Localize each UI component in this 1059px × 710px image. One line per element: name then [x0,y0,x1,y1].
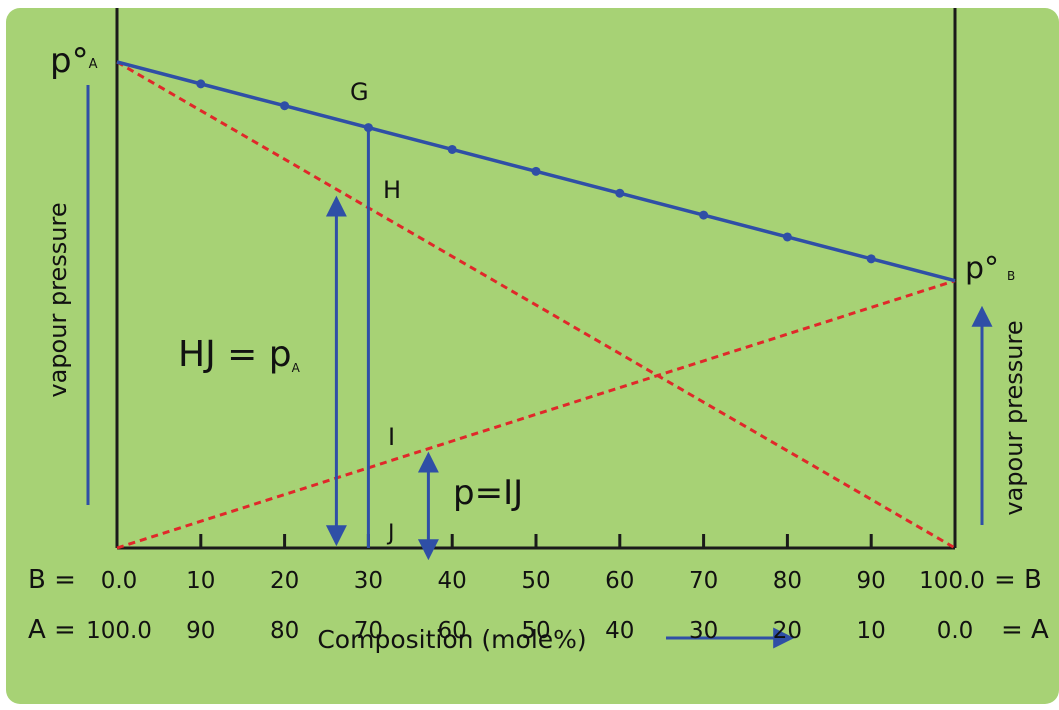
hj-equation: HJ = pA [178,334,301,375]
b-tick-label-4: 40 [438,568,467,594]
x-tick-marks [199,534,873,548]
a-tick-label-0: 100.0 [86,618,152,644]
point-I-label: I [388,423,395,451]
point-J-label: J [386,521,395,546]
point-H-label: H [383,176,401,204]
a-tick-label-8: 20 [773,618,802,644]
a-row-label: A = [28,615,76,645]
total-point-1 [280,101,290,111]
point-G-label: G [350,78,369,106]
pB-label: p° B [965,251,1015,286]
b-tick-label-6: 60 [605,568,634,594]
b-tick-label-3: 30 [354,568,383,594]
total-point-4 [531,166,541,176]
a-tick-label-2: 80 [270,618,299,644]
total-point-6 [699,210,709,220]
total-point-7 [782,232,792,242]
total-point-8 [866,254,876,264]
b-tick-label-1: 10 [186,568,215,594]
total-point-5 [615,188,625,198]
a-tick-label-5: 50 [521,618,550,644]
b-tick-label-9: 90 [857,568,886,594]
b-tick-label-0: 0.0 [101,568,138,594]
chart-background [6,8,1059,704]
total-pressure-points [196,79,876,264]
total-point-3 [447,144,457,154]
b-row-end-label: = B [994,565,1042,595]
a-tick-label-6: 40 [605,618,634,644]
a-row-end-label: = A [1001,615,1049,645]
b-tick-label-5: 50 [521,568,550,594]
b-tick-label-8: 80 [773,568,802,594]
a-tick-labels: 100.0 90 80 70 60 50 40 30 20 10 0.0 [86,618,973,644]
b-tick-labels: 0.0 10 20 30 40 50 60 70 80 90 100.0 [101,568,985,594]
b-tick-label-2: 20 [270,568,299,594]
b-row-label: B = [28,565,76,595]
a-tick-label-10: 0.0 [937,618,974,644]
total-point-0 [196,79,206,89]
a-tick-label-3: 70 [354,618,383,644]
partial-pressure-A-line [116,60,956,550]
right-axis-label: vapour pressure [1000,320,1028,515]
left-axis-label: vapour pressure [44,202,72,397]
pA-label: p°A [50,41,98,81]
b-tick-label-10: 100.0 [919,568,985,594]
a-tick-label-4: 60 [438,618,467,644]
x-axis-label: Composition (mole%) [317,625,586,654]
a-tick-label-9: 10 [857,618,886,644]
partial-pressure-B-line [116,279,956,550]
ij-equation: p=IJ [453,473,523,513]
a-tick-label-7: 30 [689,618,718,644]
b-tick-label-7: 70 [689,568,718,594]
a-tick-label-1: 90 [186,618,215,644]
